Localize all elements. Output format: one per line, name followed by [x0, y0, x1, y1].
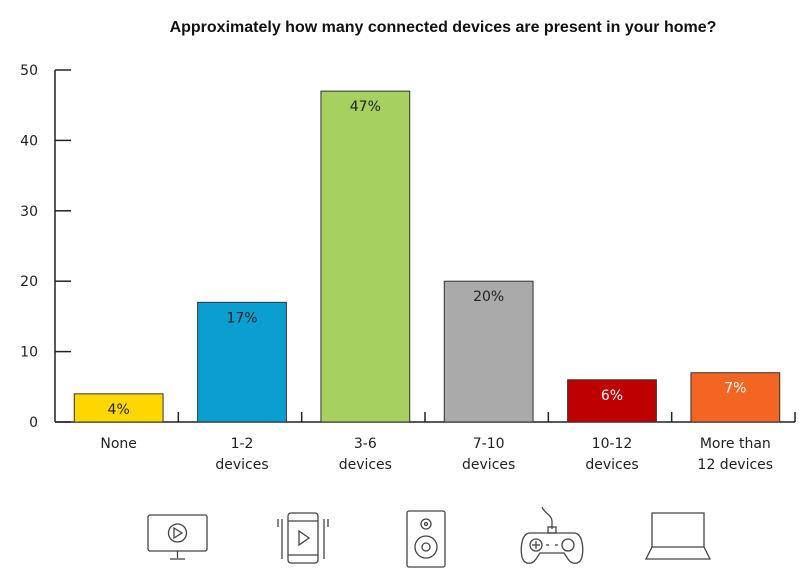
data-label: 20%: [473, 289, 504, 305]
y-tick-label: 10: [20, 345, 38, 361]
bars: [73, 90, 781, 423]
category-label: 7-10: [473, 436, 505, 452]
chart-title: Approximately how many connected devices…: [170, 19, 717, 36]
y-tick-label: 30: [20, 204, 38, 220]
y-tick-label: 20: [20, 274, 38, 290]
data-label: 47%: [350, 99, 381, 115]
y-tick-label: 40: [20, 133, 38, 149]
bar: [73, 393, 164, 423]
tv-icon: [147, 514, 208, 560]
x-axis-ticks: [177, 412, 796, 422]
icons-row: [147, 506, 712, 568]
speaker-icon: [406, 510, 446, 568]
y-tick-label: 0: [29, 415, 38, 431]
bar: [567, 379, 657, 423]
data-label: 17%: [226, 310, 257, 326]
gamepad-icon: [520, 506, 584, 564]
category-label: devices: [585, 457, 638, 473]
bar: [320, 90, 411, 423]
data-label: 6%: [601, 388, 623, 404]
data-label: 4%: [108, 402, 130, 418]
category-label: devices: [462, 457, 515, 473]
bar: [690, 372, 781, 423]
category-labels: None 1-2 devices 3-6 devices 7-10 devices 10-12…: [100, 436, 773, 473]
data-label: 7%: [724, 381, 746, 397]
category-label: 10-12: [592, 436, 633, 452]
category-label: 1-2: [231, 436, 254, 452]
category-label: None: [100, 436, 137, 452]
laptop-icon: [644, 512, 712, 560]
category-label: 12 devices: [698, 457, 774, 473]
smartphone-icon: [277, 512, 329, 564]
category-label: More than: [700, 436, 771, 452]
bar: [443, 280, 534, 423]
bar: [197, 301, 287, 423]
y-tick-label: 50: [20, 63, 38, 79]
category-label: devices: [339, 457, 392, 473]
data-labels: 4% 17% 47% 20% 6% 7%: [108, 99, 747, 418]
category-label: devices: [215, 457, 268, 473]
category-label: 3-6: [354, 436, 377, 452]
y-axis-ticks: 0 10 20 30 40 50: [20, 63, 71, 431]
